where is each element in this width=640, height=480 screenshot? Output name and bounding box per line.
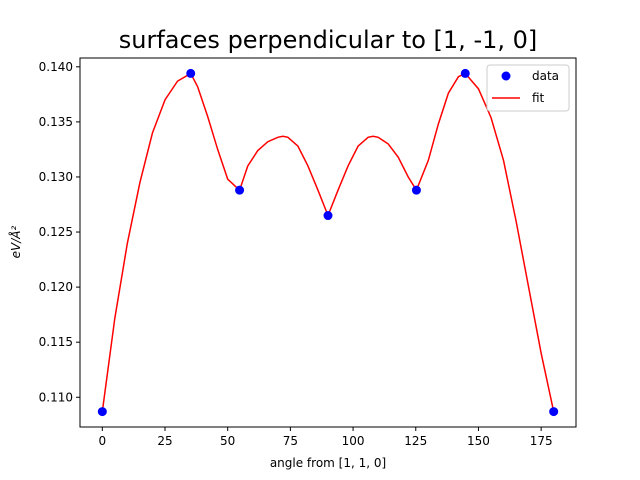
y-tick-label: 0.140 bbox=[39, 60, 73, 74]
y-tick-label: 0.135 bbox=[39, 115, 73, 129]
data-point bbox=[549, 407, 559, 417]
x-axis-ticks: 0 25 50 75 100 125 150 175 bbox=[98, 427, 553, 448]
axes-frame bbox=[79, 57, 577, 428]
x-axis-label: angle from [1, 1, 0] bbox=[270, 456, 386, 470]
data-point bbox=[97, 407, 107, 417]
data-point bbox=[186, 68, 196, 78]
data-point bbox=[411, 185, 421, 195]
legend-data-label: data bbox=[532, 69, 559, 83]
legend-fit-label: fit bbox=[532, 91, 545, 105]
data-point bbox=[323, 211, 333, 221]
x-tick-label: 75 bbox=[283, 434, 298, 448]
chart-title: surfaces perpendicular to [1, -1, 0] bbox=[119, 26, 538, 54]
x-tick-label: 100 bbox=[342, 434, 365, 448]
y-tick-label: 0.115 bbox=[39, 335, 73, 349]
x-tick-label: 0 bbox=[98, 434, 106, 448]
x-tick-label: 150 bbox=[467, 434, 490, 448]
x-tick-label: 50 bbox=[220, 434, 235, 448]
x-tick-label: 175 bbox=[530, 434, 553, 448]
y-axis-ticks: 0.110 0.115 0.120 0.125 0.130 0.135 0.140 bbox=[39, 60, 80, 404]
x-tick-label: 125 bbox=[404, 434, 427, 448]
legend: data fit bbox=[486, 64, 570, 112]
y-axis-label: eV/Å² bbox=[8, 225, 23, 258]
data-point bbox=[460, 68, 470, 78]
legend-data-marker bbox=[501, 71, 511, 81]
data-point bbox=[235, 185, 245, 195]
data-series bbox=[97, 68, 559, 417]
y-tick-label: 0.110 bbox=[39, 390, 73, 404]
y-tick-label: 0.130 bbox=[39, 170, 73, 184]
y-tick-label: 0.125 bbox=[39, 225, 73, 239]
x-tick-label: 25 bbox=[157, 434, 172, 448]
y-tick-label: 0.120 bbox=[39, 280, 73, 294]
